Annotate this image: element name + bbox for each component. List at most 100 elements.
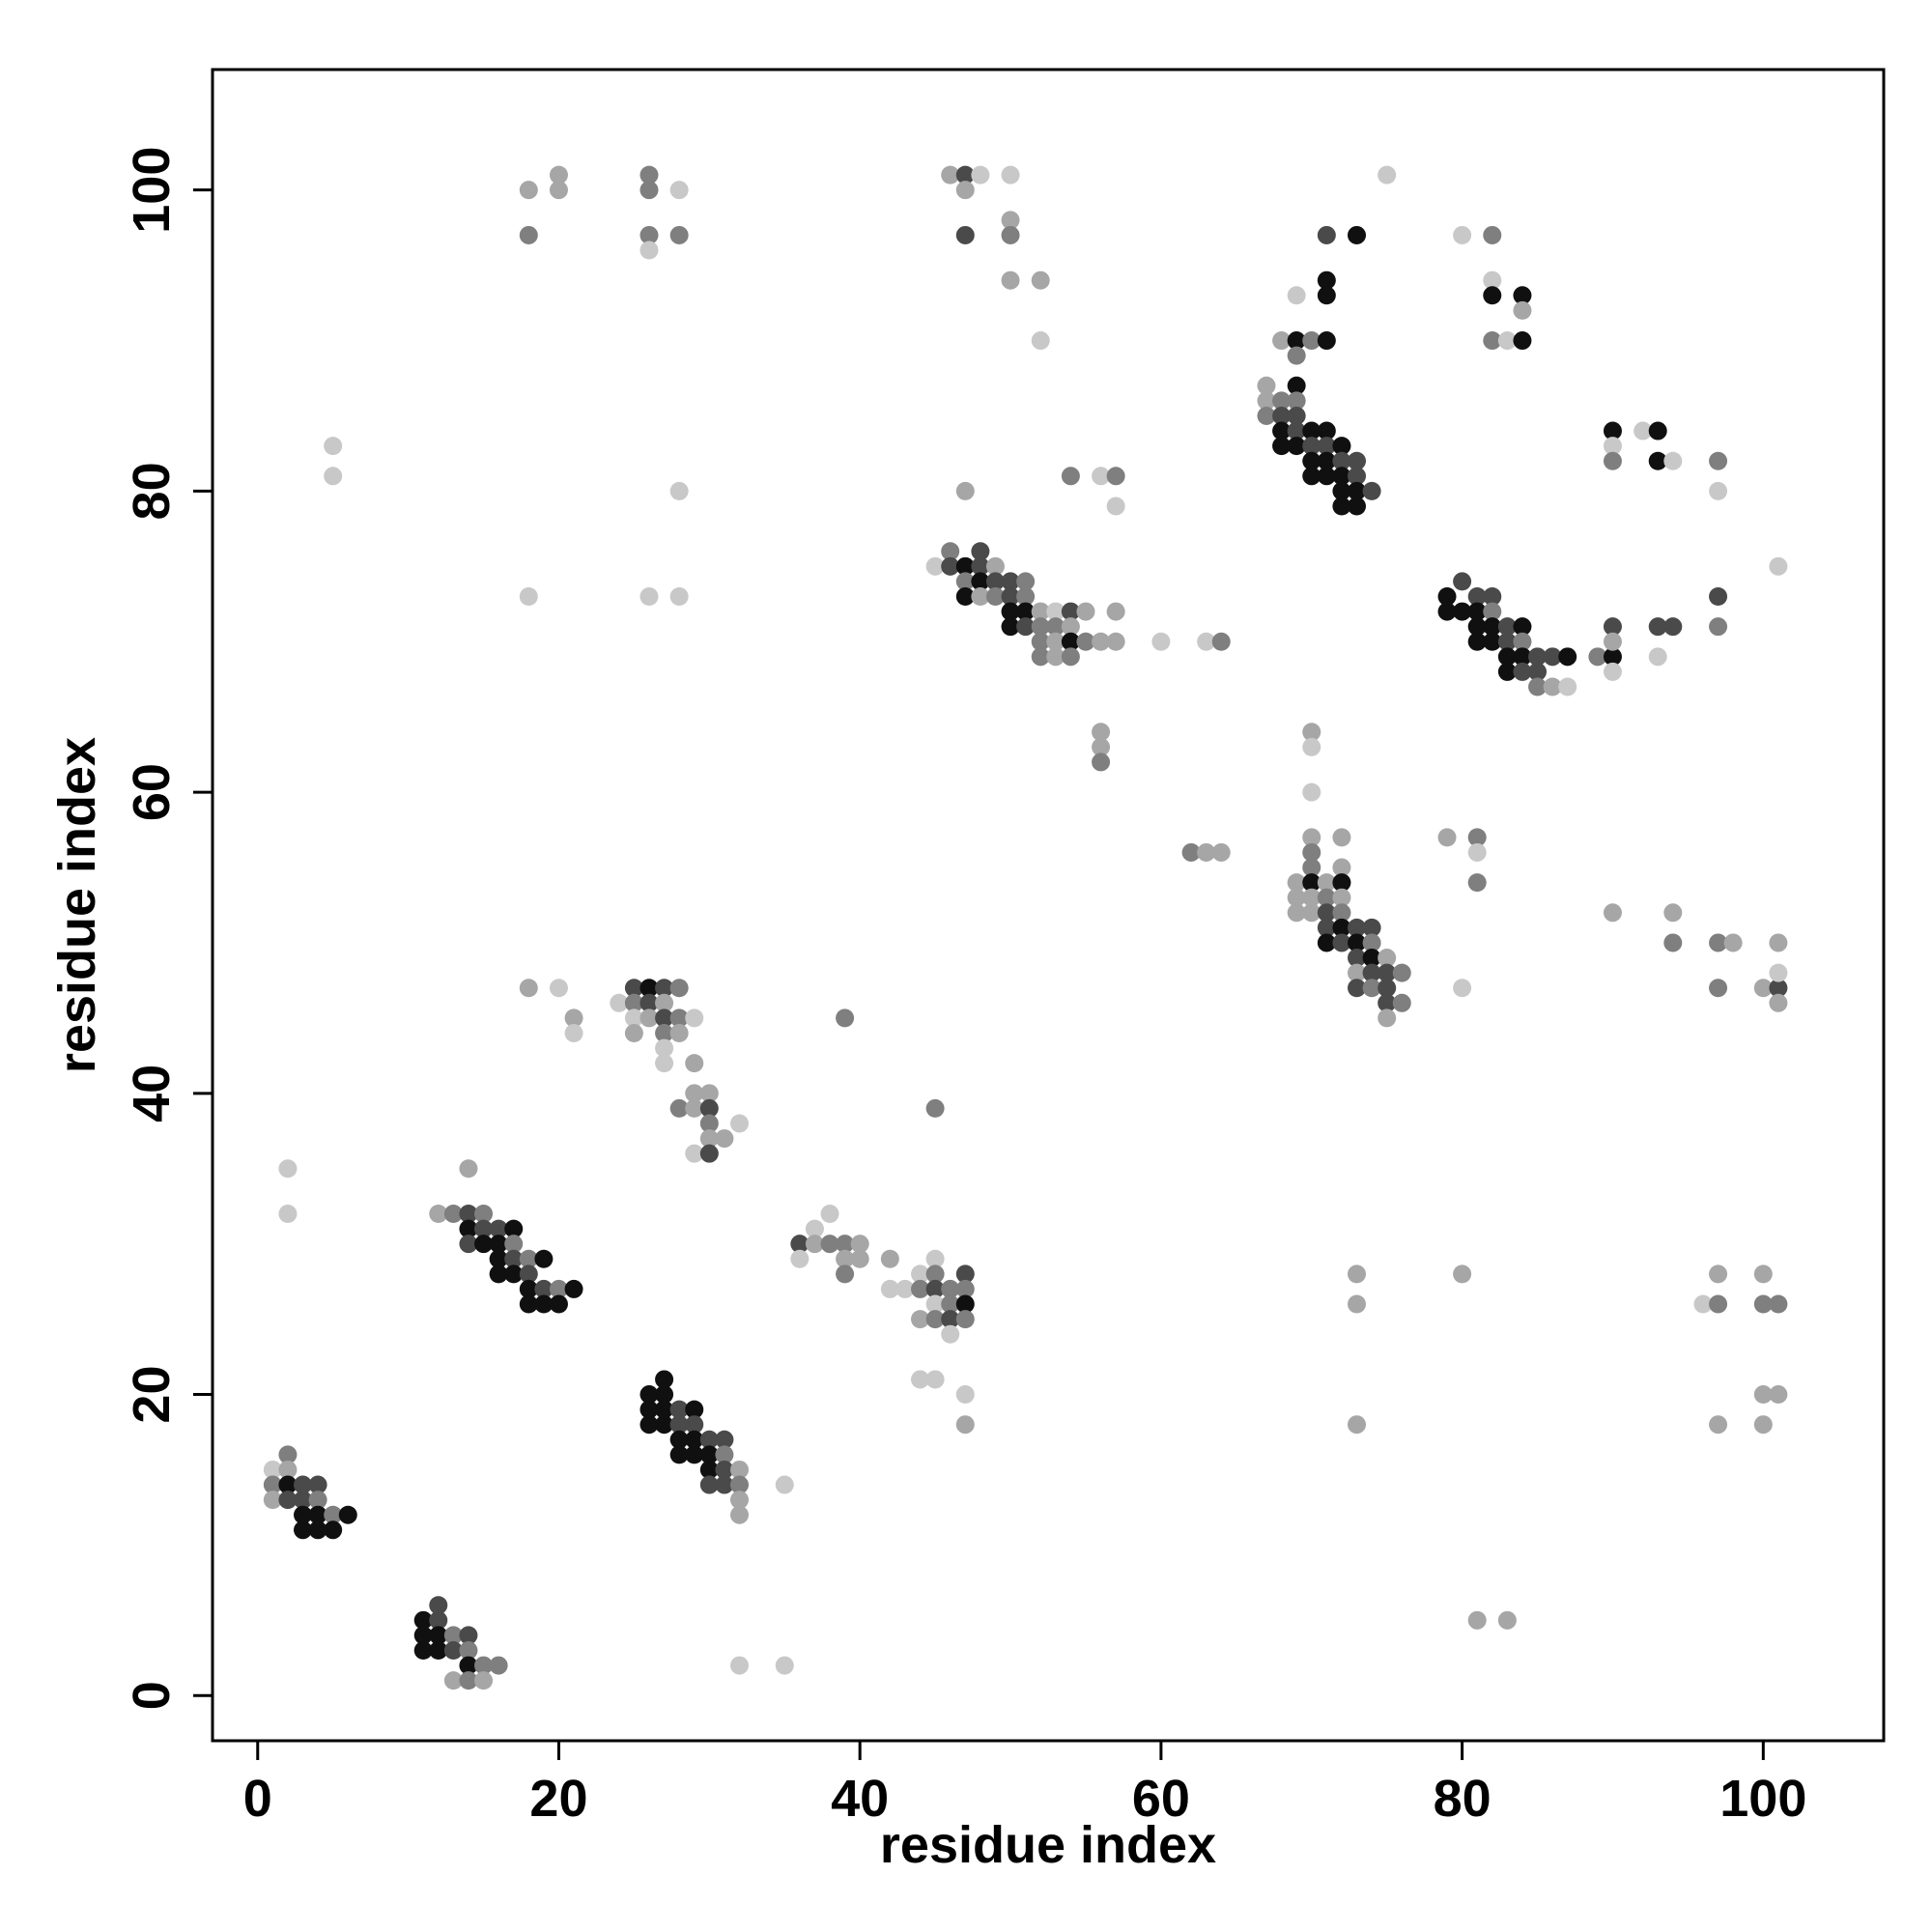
data-point [489,1235,508,1254]
data-point [1603,662,1622,681]
data-point [443,1640,463,1660]
data-point [1061,602,1080,621]
data-point [1061,632,1080,651]
data-point [1648,647,1667,667]
data-point [639,979,659,998]
data-point [836,1235,855,1254]
data-point [699,1460,719,1479]
data-point [1769,1294,1788,1314]
data-point [729,1491,749,1510]
data-point [669,1023,689,1042]
data-point [1046,647,1065,667]
y-tick-label: 20 [123,1365,181,1423]
data-point [459,1205,478,1224]
data-point [685,1084,704,1103]
data-point [729,1475,749,1494]
data-point [1348,1294,1367,1314]
data-point [1483,286,1502,305]
data-point [1302,421,1321,440]
data-point [294,1520,313,1540]
data-point [294,1491,313,1510]
data-point [1467,602,1487,621]
data-point [624,1023,643,1042]
data-point [1302,842,1321,862]
data-point [519,181,538,200]
data-point [955,572,975,591]
data-point [1001,617,1020,637]
data-point [1348,918,1367,937]
data-point [429,1640,448,1660]
data-point [413,1640,433,1660]
data-point [549,181,568,200]
x-axis: 0 20 40 60 80 100 [243,1741,1806,1828]
data-point [534,1249,554,1268]
data-point [955,1279,975,1298]
data-point [1603,421,1622,440]
data-point [1392,963,1411,982]
data-point [1528,647,1548,667]
data-point [1031,331,1050,351]
data-point [685,1415,704,1435]
data-point [1046,617,1065,637]
data-point [1513,632,1532,651]
data-point [1317,286,1336,305]
data-point [624,1009,643,1028]
data-point [1483,632,1502,651]
data-point [1181,842,1201,862]
data-point [1302,737,1321,756]
data-point [1453,572,1472,591]
data-point [1483,225,1502,244]
data-point [1092,723,1111,742]
data-point [474,1671,494,1690]
x-tick-label: 0 [243,1770,272,1828]
data-point [624,993,643,1012]
points-layer [263,165,1788,1690]
data-point [669,1430,689,1449]
data-point [971,586,990,606]
data-point [1693,1294,1713,1314]
data-point [639,225,659,244]
data-point [1302,888,1321,907]
data-point [324,437,343,456]
data-point [669,481,689,500]
data-point [1497,647,1517,667]
data-point [775,1475,794,1494]
data-point [805,1219,824,1238]
data-point [1753,1415,1773,1435]
data-point [324,467,343,486]
plot-frame [211,68,1886,1743]
data-point [925,1279,945,1298]
y-tick-label: 60 [123,763,181,821]
data-point [925,1098,945,1118]
data-point [1769,979,1788,998]
data-point [294,1505,313,1524]
data-point [1287,903,1306,923]
data-point [1348,451,1367,470]
data-point [685,1430,704,1449]
data-point [925,1264,945,1284]
data-point [474,1656,494,1675]
data-point [1769,963,1788,982]
data-point [610,993,629,1012]
data-point [1001,225,1020,244]
data-point [911,1264,930,1284]
data-point [925,1310,945,1329]
x-tick-label: 40 [831,1770,889,1828]
data-point [971,165,990,185]
data-point [1272,406,1292,425]
data-point [699,1129,719,1149]
data-point [1378,165,1397,185]
data-point [715,1475,734,1494]
data-point [564,1279,583,1298]
data-point [504,1235,524,1254]
data-point [1467,873,1487,893]
data-point [1648,421,1667,440]
data-point [443,1205,463,1224]
data-point [1483,331,1502,351]
data-point [459,1671,478,1690]
data-point [1317,225,1336,244]
data-point [1302,723,1321,742]
data-point [1362,963,1381,982]
data-point [1453,979,1472,998]
